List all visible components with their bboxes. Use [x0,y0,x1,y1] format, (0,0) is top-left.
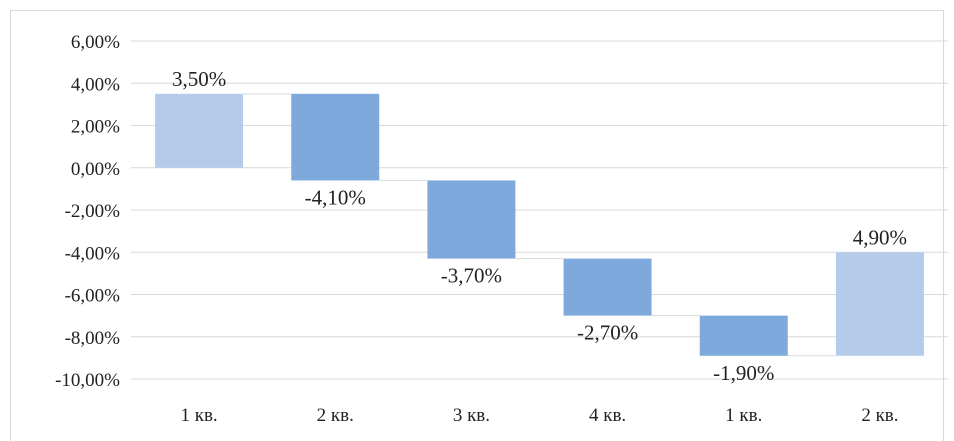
y-tick-label: -4,00% [65,243,121,264]
bar-2 [291,93,380,181]
y-tick-label: -10,00% [55,370,120,391]
bar-6 [835,252,924,356]
x-tick-label: 1 кв. [725,405,762,426]
data-label: 3,50% [172,67,226,91]
data-label: -3,70% [441,264,502,288]
y-tick-label: 2,00% [71,117,120,138]
data-label: -2,70% [577,321,638,345]
y-tick-label: -8,00% [65,328,121,349]
bar-1 [155,93,244,168]
y-tick-label: -6,00% [65,286,121,307]
y-tick-label: 0,00% [71,159,120,180]
y-tick-label: 6,00% [71,32,120,53]
y-tick-label: -2,00% [65,201,121,222]
y-tick-label: 4,00% [71,74,120,95]
x-tick-label: 3 кв. [453,405,490,426]
x-tick-label: 2 кв. [861,405,898,426]
data-label: -1,90% [713,361,774,385]
data-label: -4,10% [305,185,366,209]
bar-5 [699,315,788,356]
x-tick-label: 1 кв. [180,405,217,426]
x-tick-label: 4 кв. [589,405,626,426]
bar-3 [427,180,516,259]
bar-4 [563,258,652,316]
x-tick-label: 2 кв. [317,405,354,426]
data-label: 4,90% [853,225,907,249]
